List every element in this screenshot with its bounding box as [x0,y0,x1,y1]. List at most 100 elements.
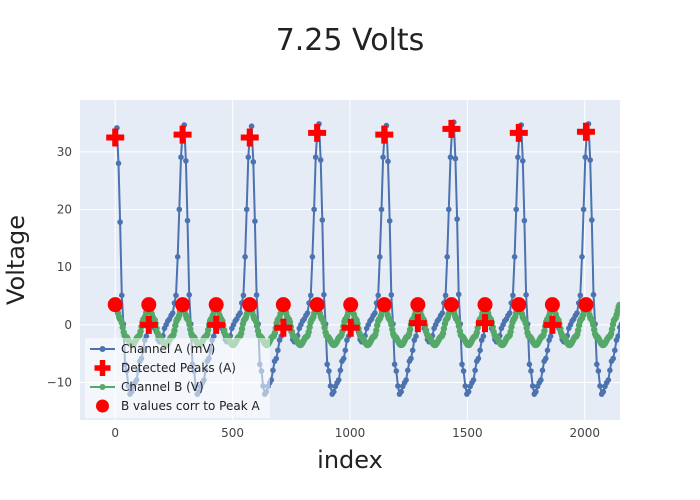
channel-b-point [388,321,395,328]
channel-a-point [475,355,482,362]
channel-a-point [617,324,620,331]
b-value-marker [511,297,527,313]
detected-peak-marker [139,315,158,334]
detected-peak-marker [543,315,562,334]
channel-b-point [590,321,597,328]
tick-labels: 0 500 1000 1500 2000 −10 0 10 20 30 [47,145,600,440]
channel-a-point [643,300,649,306]
channel-a-point [652,132,658,138]
channel-a-point [391,361,398,368]
channel-a-point [184,217,191,224]
b-value-marker [208,297,224,313]
channel-a-point [459,361,465,368]
channel-a-point [547,333,554,340]
legend-circle-icon [96,399,109,413]
channel-a-point [308,292,314,299]
channel-a-point [650,154,656,160]
b-value-marker [343,297,359,313]
channel-a-point [444,253,451,260]
legend-item: Detected Peaks (A) [94,360,236,376]
channel-a-point [633,326,639,332]
channel-b-point [305,328,312,336]
detected-peak-marker [106,128,125,147]
channel-a-point [511,253,518,260]
channel-a-point [452,155,459,162]
detected-peak-marker [341,318,360,337]
channel-a-point [242,253,248,260]
channel-a-point [477,347,483,354]
channel-a-point [398,388,405,395]
channel-a-point [607,367,613,374]
channel-a-point [627,337,633,343]
channel-a-point [408,355,414,362]
b-value-marker [175,297,191,313]
legend-item: Channel B (V) [90,380,204,394]
channel-a-point [442,292,449,299]
channel-a-point [648,207,654,213]
channel-a-point [538,377,544,383]
channel-a-point [253,292,260,298]
channel-a-point [243,206,250,213]
b-value-marker [477,297,493,313]
channel-a-point [589,217,595,223]
detected-peak-marker [375,125,394,144]
channel-b-point [186,321,193,328]
channel-a-point [600,388,607,395]
channel-b-point [473,329,480,336]
channel-a-point [240,292,247,299]
legend-label: B values corr to Peak A [121,399,260,413]
channel-a-point [605,377,612,383]
channel-a-point [480,333,487,340]
channel-a-point [183,158,189,164]
channel-a-point [618,321,620,327]
legend-background [85,338,270,418]
channel-a-point [446,206,452,213]
channel-a-point [335,377,342,383]
channel-a-point [612,347,618,354]
channel-a-point [388,292,395,298]
channel-a-point [331,388,337,395]
channel-b-point [373,327,380,334]
channel-a-point [119,292,125,299]
x-axis-title: index [317,446,383,474]
channel-a-point [462,383,469,389]
channel-a-point [624,326,630,332]
channel-a-point [515,154,521,160]
channel-a-point [117,219,123,225]
chart-title: 7.25 Volts [276,23,425,58]
channel-a-point [270,367,276,374]
x-tick-label: 1000 [335,426,366,440]
legend-label: Channel B (V) [121,380,204,394]
channel-a-point [523,292,529,298]
channel-a-point [615,333,620,339]
channel-a-point [594,361,600,368]
legend-item: Channel A (mV) [90,342,215,356]
channel-a-point [447,154,454,160]
channel-a-point [380,154,386,160]
channel-a-point [248,123,255,129]
channel-a-point [610,355,616,362]
channel-b-point [253,322,261,330]
channel-a-point [637,318,643,324]
channel-a-point [405,367,411,374]
series-detected-peaks [106,119,595,337]
channel-a-point [211,333,217,340]
b-value-marker [309,297,325,313]
channel-a-point [470,377,477,383]
channel-a-point [622,318,628,324]
channel-a-point [413,333,419,340]
channel-b-point [522,319,529,327]
channel-a-point [533,388,539,395]
channel-a-point [324,361,331,368]
channel-b-point [507,328,514,335]
channel-a-point [580,206,587,213]
channel-a-point [647,254,653,260]
detected-peak-marker [509,123,528,142]
channel-a-point [439,310,446,316]
channel-a-point [577,292,584,299]
channel-a-point [574,310,580,316]
channel-a-point [326,368,332,374]
channel-a-point [409,347,416,354]
channel-a-point [115,160,122,167]
